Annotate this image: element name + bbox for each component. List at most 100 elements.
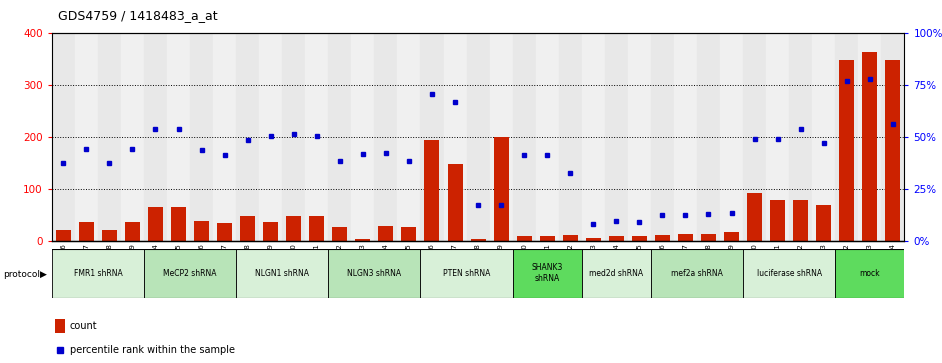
Bar	[56, 230, 71, 241]
Bar	[309, 216, 324, 241]
Text: med2d shRNA: med2d shRNA	[590, 269, 643, 278]
Bar	[259, 33, 283, 241]
Text: MeCP2 shRNA: MeCP2 shRNA	[163, 269, 217, 278]
Bar	[420, 249, 512, 298]
Text: GDS4759 / 1418483_a_at: GDS4759 / 1418483_a_at	[58, 9, 218, 22]
Bar	[401, 227, 416, 241]
Bar	[651, 33, 674, 241]
Bar	[374, 33, 398, 241]
Bar	[55, 319, 65, 333]
Bar	[144, 33, 167, 241]
Bar	[240, 216, 255, 241]
Bar	[655, 235, 670, 241]
Bar	[190, 33, 213, 241]
Text: count: count	[70, 321, 98, 331]
Bar	[793, 200, 808, 241]
Bar	[398, 33, 420, 241]
Text: SHANK3
shRNA: SHANK3 shRNA	[531, 264, 563, 283]
Bar	[286, 216, 301, 241]
Bar	[632, 236, 647, 241]
Text: mock: mock	[859, 269, 880, 278]
Bar	[582, 33, 605, 241]
Bar	[536, 33, 559, 241]
Bar	[121, 33, 144, 241]
Text: ▶: ▶	[41, 270, 47, 278]
Bar	[766, 33, 789, 241]
Bar	[697, 33, 720, 241]
Bar	[283, 33, 305, 241]
Bar	[747, 193, 762, 241]
Bar	[743, 33, 766, 241]
Bar	[678, 234, 693, 241]
Bar	[379, 226, 394, 241]
Bar	[789, 33, 812, 241]
Bar	[839, 60, 854, 241]
Text: FMR1 shRNA: FMR1 shRNA	[73, 269, 122, 278]
Bar	[144, 249, 236, 298]
Bar	[194, 220, 209, 241]
Bar	[562, 235, 577, 241]
Bar	[444, 33, 466, 241]
Bar	[52, 249, 144, 298]
Bar	[466, 33, 490, 241]
Bar	[743, 249, 836, 298]
Bar	[516, 236, 531, 241]
Bar	[582, 249, 651, 298]
Bar	[213, 33, 236, 241]
Bar	[816, 205, 831, 241]
Bar	[720, 33, 743, 241]
Bar	[329, 249, 420, 298]
Bar	[494, 137, 509, 241]
Bar	[882, 33, 904, 241]
Bar	[701, 233, 716, 241]
Bar	[125, 222, 140, 241]
Bar	[651, 249, 743, 298]
Bar	[263, 222, 278, 241]
Bar	[148, 208, 163, 241]
Text: percentile rank within the sample: percentile rank within the sample	[70, 345, 235, 355]
Bar	[171, 208, 186, 241]
Bar	[512, 33, 536, 241]
Bar	[627, 33, 651, 241]
Bar	[333, 227, 348, 241]
Bar	[98, 33, 121, 241]
Bar	[74, 33, 98, 241]
Bar	[885, 60, 901, 241]
Text: NLGN1 shRNA: NLGN1 shRNA	[255, 269, 309, 278]
Bar	[609, 236, 624, 241]
Bar	[771, 200, 785, 241]
Bar	[674, 33, 697, 241]
Bar	[447, 164, 463, 241]
Text: mef2a shRNA: mef2a shRNA	[671, 269, 723, 278]
Bar	[236, 33, 259, 241]
Bar	[305, 33, 329, 241]
Text: protocol: protocol	[3, 270, 40, 278]
Bar	[425, 140, 440, 241]
Bar	[351, 33, 374, 241]
Text: NLGN3 shRNA: NLGN3 shRNA	[348, 269, 401, 278]
Bar	[605, 33, 627, 241]
Bar	[559, 33, 582, 241]
Bar	[858, 33, 882, 241]
Bar	[236, 249, 329, 298]
Bar	[355, 239, 370, 241]
Bar	[836, 33, 858, 241]
Bar	[490, 33, 512, 241]
Bar	[724, 232, 739, 241]
Bar	[586, 238, 601, 241]
Bar	[812, 33, 836, 241]
Bar	[52, 33, 74, 241]
Bar	[217, 223, 232, 241]
Bar	[329, 33, 351, 241]
Text: luciferase shRNA: luciferase shRNA	[756, 269, 821, 278]
Bar	[102, 230, 117, 241]
Bar	[167, 33, 190, 241]
Bar	[471, 239, 485, 241]
Bar	[420, 33, 444, 241]
Bar	[862, 53, 877, 241]
Text: PTEN shRNA: PTEN shRNA	[443, 269, 490, 278]
Bar	[79, 222, 94, 241]
Bar	[540, 236, 555, 241]
Bar	[836, 249, 904, 298]
Bar	[512, 249, 582, 298]
